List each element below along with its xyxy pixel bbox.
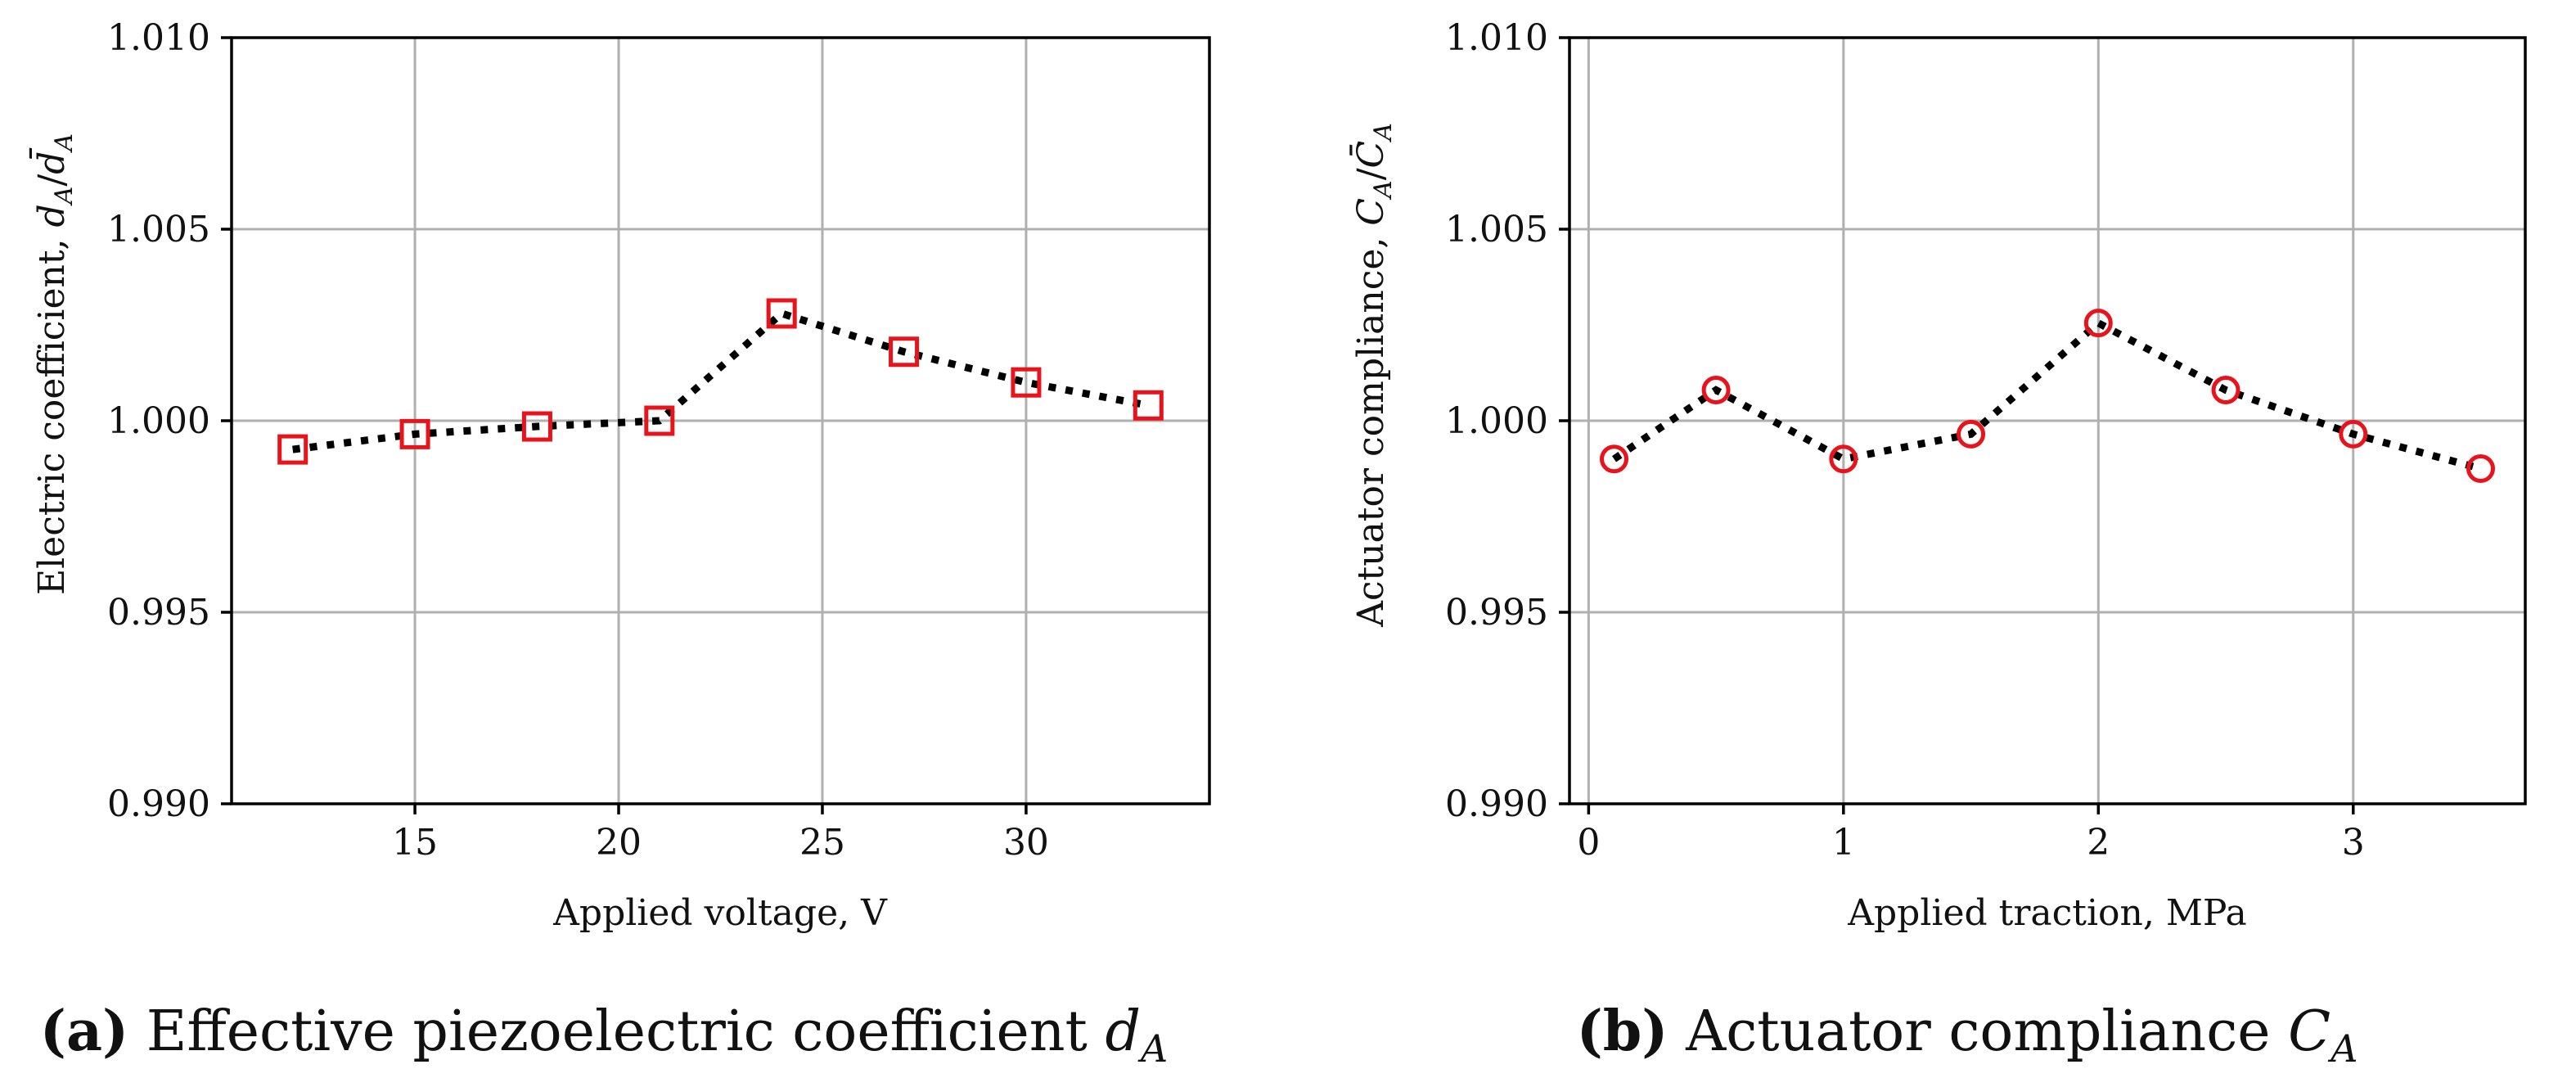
panel-b-data-point xyxy=(2466,454,2495,483)
panel-a-data-point xyxy=(521,411,552,442)
panel-b-y-tick-label: 1.010 xyxy=(1445,17,1548,59)
panel-a-caption: (a) Effective piezoelectric coefficient … xyxy=(40,999,1168,1071)
panel-a-y-tick-label: 0.995 xyxy=(107,592,210,634)
panel-a-data-point xyxy=(889,336,920,368)
panel-b-y-tick-label: 0.995 xyxy=(1445,592,1548,634)
panel-a-y-tick-label: 1.010 xyxy=(107,17,210,59)
panel-b-x-tick-label: 2 xyxy=(2087,822,2110,864)
panel-a-x-tick-label: 30 xyxy=(1003,822,1049,864)
panel-b-data-point xyxy=(1957,419,1986,449)
panel-b-caption: (b) Actuator compliance CA xyxy=(1577,999,2358,1071)
panel-a-y-tick-label: 1.005 xyxy=(107,209,210,250)
panel-a-ylabel: Electric coefficient, dA/d̄A xyxy=(28,133,79,595)
panel-b-x-tick-label: 1 xyxy=(1832,822,1855,864)
panel-b-x-tick-label: 3 xyxy=(2342,822,2365,864)
panel-a-x-tick-label: 20 xyxy=(596,822,642,864)
panel-b-chart: 0 1 2 3 0.990 0.995 1.000 1.005 1.010 Actuator c… xyxy=(1349,17,2527,1071)
panel-a-x-tick-label: 15 xyxy=(392,822,438,864)
panel-a-data-point xyxy=(1133,390,1164,421)
panel-a-chart: 15 20 25 30 0.990 0.995 1.000 1.005 1.010 Electr… xyxy=(28,17,1211,1071)
panel-b-y-tick-label: 1.005 xyxy=(1445,209,1548,250)
panel-b-data-point xyxy=(2211,376,2240,405)
panel-b-plot-area: 0 1 2 3 0.990 0.995 1.000 1.005 1.010 xyxy=(1445,17,2527,864)
panel-b-x-tick-label: 0 xyxy=(1577,822,1600,864)
panel-a-series-line xyxy=(292,309,1150,453)
panel-b-data-point xyxy=(2339,419,2368,449)
panel-a-data-point xyxy=(399,418,430,449)
panel-a-data-point xyxy=(644,405,675,436)
panel-a-y-tick-label: 1.000 xyxy=(107,400,210,442)
panel-b-data-point xyxy=(1600,444,1629,474)
panel-a-data-point xyxy=(1011,367,1042,398)
panel-a-y-tick-label: 0.990 xyxy=(107,783,210,825)
panel-b-y-tick-label: 0.990 xyxy=(1445,783,1548,825)
panel-a-xlabel: Applied voltage, V xyxy=(552,892,888,934)
panel-a-data-point xyxy=(277,434,308,465)
panel-b-data-point xyxy=(2083,309,2113,338)
panel-b-data-point xyxy=(1701,376,1731,405)
panel-a-x-tick-label: 25 xyxy=(799,822,845,864)
panel-a-data-point xyxy=(766,298,797,329)
panel-b-xlabel: Applied traction, MPa xyxy=(1847,892,2247,934)
panel-b-series-line xyxy=(1611,318,2482,472)
panel-a-plot-area: 15 20 25 30 0.990 0.995 1.000 1.005 1.010 xyxy=(107,17,1211,864)
panel-b-data-point xyxy=(1829,444,1858,474)
panel-b-y-tick-label: 1.000 xyxy=(1445,400,1548,442)
panel-b-ylabel: Actuator compliance, CA/C̄A xyxy=(1349,123,1398,628)
